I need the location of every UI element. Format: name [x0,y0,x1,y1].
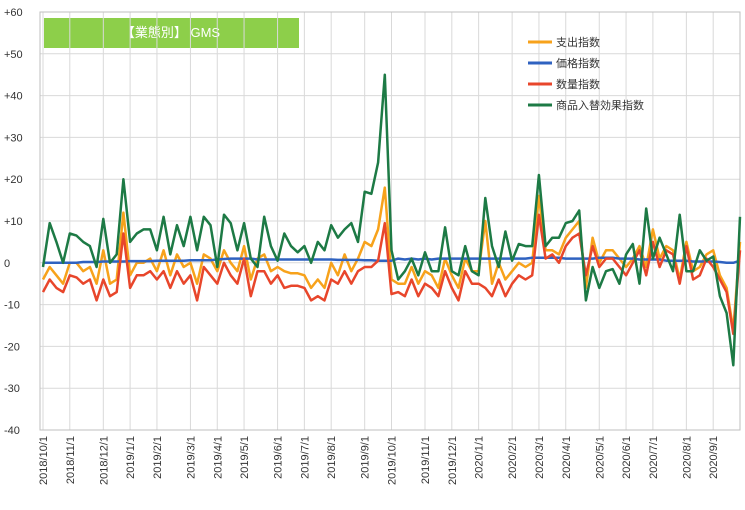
legend-label: 商品入替効果指数 [556,98,644,112]
x-tick-label: 2019/9/1 [360,436,372,479]
legend-label: 支出指数 [556,35,600,49]
x-tick-label: 2019/6/1 [273,436,285,479]
y-tick-label: +20 [4,174,23,186]
y-tick-label: +60 [4,7,23,19]
x-tick-label: 2019/5/1 [239,436,251,479]
x-tick-label: 2020/9/1 [708,436,720,479]
x-tick-label: 2020/7/1 [648,436,660,479]
x-tick-label: 2020/2/1 [507,436,519,479]
y-tick-label: -40 [4,425,20,437]
y-tick-label: +50 [4,49,23,61]
x-tick-label: 2020/6/1 [621,436,633,479]
y-tick-label: +40 [4,91,23,103]
legend-label: 価格指数 [556,56,600,70]
x-tick-label: 2019/4/1 [212,436,224,479]
x-tick-label: 2020/1/1 [474,436,486,479]
y-tick-label: -20 [4,341,20,353]
x-tick-label: 2019/3/1 [185,436,197,479]
title-box [44,18,299,48]
x-tick-label: 2019/1/1 [125,436,137,479]
legend-label: 数量指数 [556,77,600,91]
x-tick-label: 2019/2/1 [152,436,164,479]
x-tick-label: 2019/7/1 [299,436,311,479]
series-line [41,213,742,336]
x-tick-label: 2020/4/1 [561,436,573,479]
x-tick-label: 2018/11/1 [65,436,77,484]
x-tick-label: 2019/11/1 [420,436,432,484]
x-tick-label: 2018/12/1 [98,436,110,485]
series-line [41,73,742,367]
x-tick-label: 2020/3/1 [534,436,546,479]
x-tick-label: 2019/10/1 [387,436,399,485]
y-tick-label: 0 [4,258,10,270]
y-tick-label: -10 [4,300,20,312]
y-tick-label: +30 [4,132,23,144]
x-tick-label: 2020/8/1 [681,436,693,479]
x-tick-label: 2019/12/1 [447,436,459,485]
y-tick-label: -30 [4,383,20,395]
x-tick-label: 2020/5/1 [594,436,606,479]
chart-title: 【業態別】 GMS [122,25,221,40]
x-tick-label: 2018/10/1 [38,436,50,485]
x-tick-label: 2019/8/1 [326,436,338,479]
y-tick-label: +10 [4,216,23,228]
